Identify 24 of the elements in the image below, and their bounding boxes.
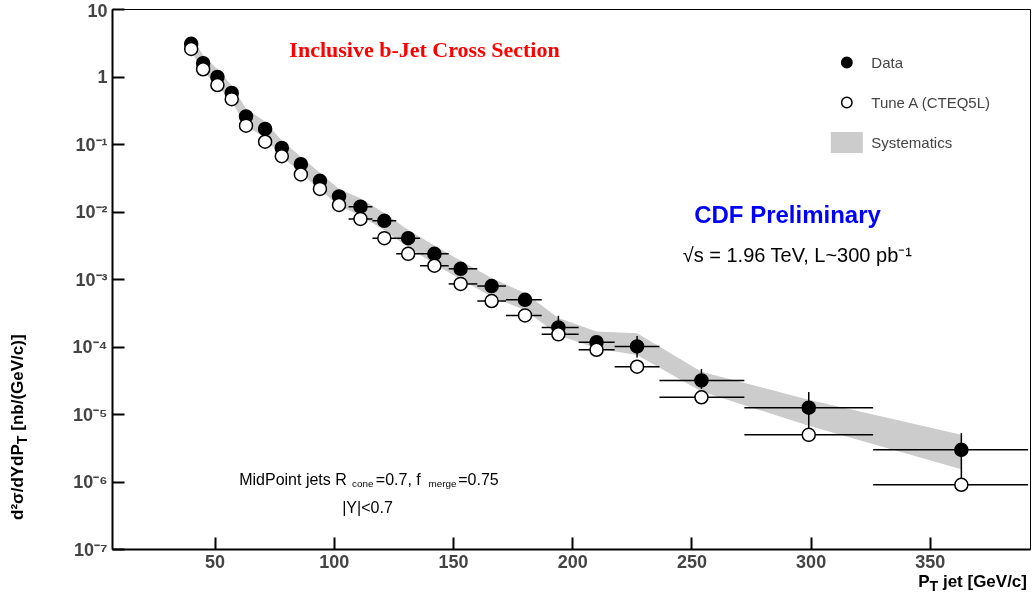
x-tick-label: 350 bbox=[915, 551, 946, 572]
x-tick-label: 250 bbox=[676, 551, 707, 572]
legend-label: Systematics bbox=[871, 133, 953, 151]
legend-label: Tune A (CTEQ5L) bbox=[871, 93, 990, 111]
x-tick-label: 50 bbox=[205, 551, 226, 572]
y-tick-label: 10⁻² bbox=[75, 202, 108, 222]
y-tick-label: 10⁻⁵ bbox=[73, 404, 108, 425]
annotation: CDF Preliminary bbox=[694, 201, 882, 228]
y-tick-label: 10⁻⁷ bbox=[74, 539, 108, 560]
legend-label: Data bbox=[871, 53, 904, 71]
x-tick-label: 100 bbox=[319, 551, 350, 572]
x-axis-title: P$_{T}$ jet [GeV/c] bbox=[918, 571, 1027, 597]
y-tick-label: 10⁻⁴ bbox=[72, 337, 108, 357]
annotation: √s = 1.96 TeV, L~300 pb⁻¹ bbox=[682, 243, 913, 266]
y-tick-label: 10⁻³ bbox=[75, 269, 108, 290]
x-tick-label: 300 bbox=[796, 551, 827, 572]
annotation: |Y|<0.7 bbox=[342, 499, 393, 516]
x-tick-label: 200 bbox=[557, 551, 588, 572]
y-tick-label: 10⁻¹ bbox=[75, 134, 108, 155]
y-tick-label: 10⁻⁶ bbox=[73, 472, 108, 492]
y-tick-label: 1 bbox=[97, 67, 108, 87]
x-tick-label: 150 bbox=[438, 551, 469, 572]
y-tick-label: 10 bbox=[87, 0, 108, 21]
text: Inclusive b-Jet Cross Section bbox=[289, 37, 560, 62]
